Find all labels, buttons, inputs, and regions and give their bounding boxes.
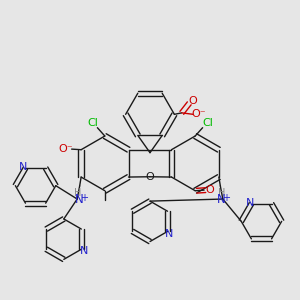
- Text: Cl: Cl: [87, 118, 98, 128]
- Text: N: N: [75, 193, 83, 206]
- Text: +: +: [80, 193, 88, 202]
- Text: N: N: [217, 193, 225, 206]
- Text: +: +: [222, 193, 230, 202]
- Text: O⁻: O⁻: [191, 109, 206, 119]
- Text: H: H: [218, 188, 226, 197]
- Text: N: N: [165, 229, 173, 239]
- Text: Cl: Cl: [202, 118, 213, 128]
- Text: O: O: [206, 185, 214, 195]
- Text: N: N: [80, 246, 88, 256]
- Text: O: O: [188, 96, 197, 106]
- Text: H: H: [74, 188, 82, 197]
- Text: O: O: [146, 172, 154, 182]
- Text: N: N: [19, 162, 27, 172]
- Text: N: N: [246, 198, 254, 208]
- Text: O⁻: O⁻: [58, 144, 73, 154]
